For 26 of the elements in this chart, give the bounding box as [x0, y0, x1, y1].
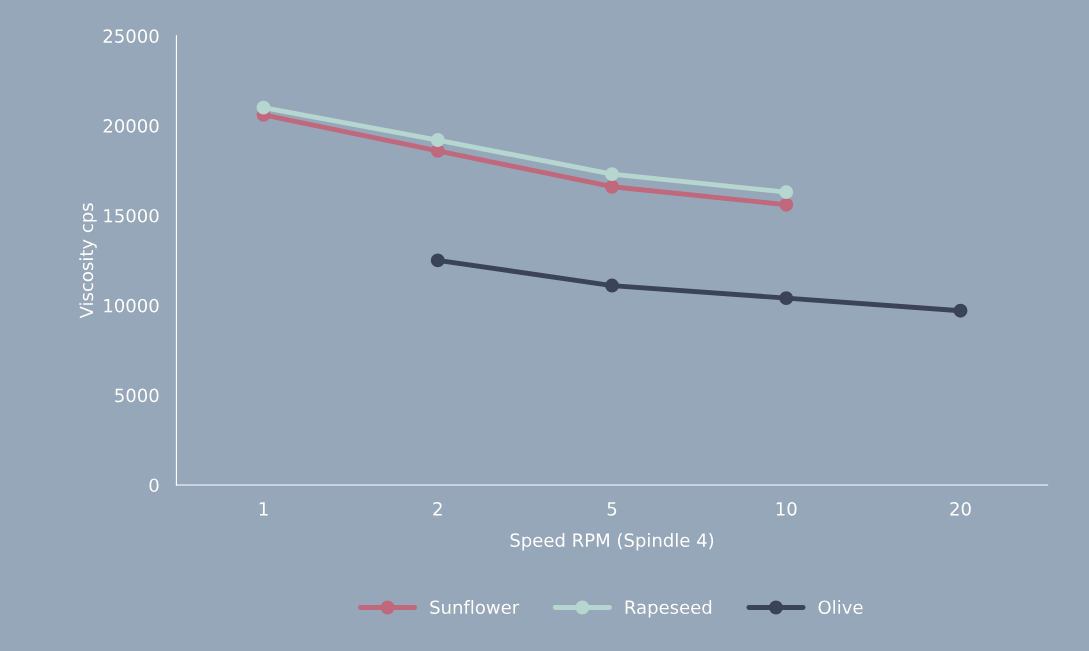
- legend-label: Sunflower: [430, 600, 520, 615]
- point: [953, 303, 968, 318]
- x-tick-label: 20: [950, 501, 971, 516]
- legend-label: Rapeseed: [625, 600, 712, 618]
- x-tick-label: 10: [776, 501, 797, 516]
- point: [256, 100, 271, 115]
- point: [605, 278, 619, 293]
- y-tick-label: 15000: [104, 208, 159, 223]
- point: [430, 133, 445, 147]
- x-axis-title: Speed RPM (Spindle 4): [510, 533, 714, 551]
- point: [779, 291, 794, 306]
- x-tick-label: 5: [607, 502, 617, 516]
- y-tick-label: 25000: [103, 29, 159, 43]
- point: [779, 185, 794, 200]
- y-axis-title: Viscosity cps: [79, 203, 97, 319]
- y-tick-label: 10000: [104, 298, 159, 313]
- point: [605, 167, 619, 182]
- y-tick-label: 5000: [115, 388, 159, 403]
- y-tick-label: 20000: [103, 119, 159, 133]
- legend-label: Olive: [818, 600, 863, 615]
- x-tick-label: 2: [433, 501, 442, 516]
- x-tick-label: 1: [259, 502, 268, 516]
- y-tick-label: 0: [149, 478, 159, 493]
- point: [779, 197, 794, 212]
- point: [605, 179, 619, 194]
- point: [430, 253, 445, 268]
